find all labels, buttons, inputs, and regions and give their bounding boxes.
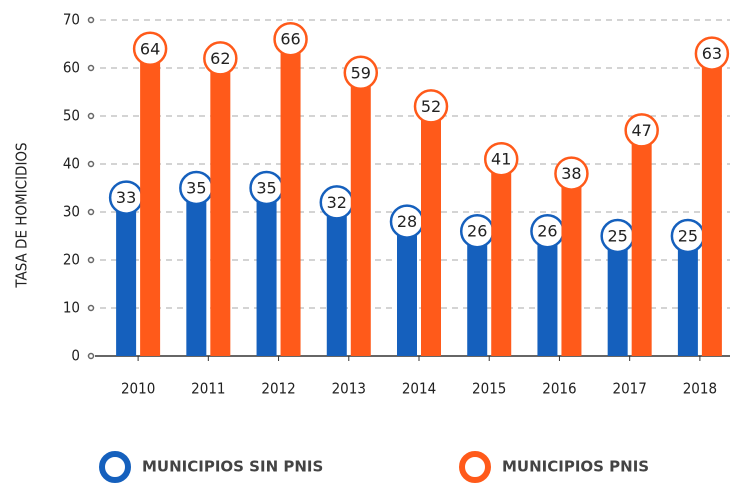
data-label: 35 [256,179,276,198]
bar [397,221,417,356]
data-label: 38 [561,164,581,183]
bar [467,231,488,356]
bar [491,159,512,356]
y-tick-label: 60 [63,59,80,77]
value-badge [624,113,659,148]
bar [116,197,137,356]
tick-mark [87,160,95,168]
value-badge [554,156,589,191]
x-tick-label: 2016 [542,380,576,398]
bar [210,58,231,357]
data-label: 64 [140,39,160,58]
x-tick-label: 2018 [683,380,717,398]
y-tick-label: 10 [63,299,80,317]
x-tick-label: 2010 [121,380,155,398]
tick-mark [87,352,95,360]
y-tick-label: 70 [63,11,80,29]
data-label: 63 [702,44,722,63]
bar [701,53,722,356]
tick-mark [87,64,95,72]
x-tick-label: 2017 [612,380,646,398]
legend-label: MUNICIPIOS PNIS [502,458,649,476]
data-label: 26 [537,222,557,241]
value-badge [203,41,238,76]
value-badge [413,89,449,124]
tick-mark [87,256,95,264]
y-tick-label: 50 [63,107,80,125]
data-label: 26 [467,222,487,241]
y-axis-label: TASA DE HOMICIDIOS [13,142,31,288]
bar [280,39,301,356]
y-tick-label: 30 [63,203,80,221]
bar [350,72,371,357]
bar [631,130,652,356]
tick-mark [87,304,95,312]
bar [140,48,161,357]
bar [256,188,277,356]
x-tick-label: 2013 [332,380,366,398]
data-label: 35 [186,179,206,198]
data-label: 47 [631,121,651,140]
data-label: 25 [607,227,627,246]
value-badge [343,55,379,91]
value-badge [273,21,308,57]
data-label: 28 [397,212,417,231]
tick-mark [87,16,95,24]
data-label: 59 [351,63,371,82]
legend-label: MUNICIPIOS SIN PNIS [142,458,323,476]
bar [421,106,441,357]
tick-mark [87,208,95,216]
bar [607,236,628,356]
bar [537,231,558,356]
data-label: 66 [280,30,300,49]
y-tick-label: 40 [63,155,80,173]
y-tick-label: 0 [71,347,80,365]
x-tick-label: 2012 [261,380,295,398]
data-label: 41 [491,150,511,169]
bar [186,188,207,356]
x-tick-label: 2015 [472,380,506,398]
value-badge [132,31,168,67]
legend-marker [99,451,131,483]
tick-mark [87,112,95,120]
bar [326,202,347,356]
data-label: 62 [210,49,230,68]
data-label: 52 [421,97,441,116]
legend-marker [459,451,491,483]
value-badge [483,141,519,177]
bar [561,173,582,356]
data-label: 25 [678,227,698,246]
x-tick-label: 2011 [191,380,225,398]
bar [677,236,698,356]
data-label: 32 [327,193,347,212]
data-label: 33 [116,188,136,207]
x-tick-label: 2014 [402,380,436,398]
value-badge [694,36,730,71]
y-tick-label: 20 [63,251,80,269]
